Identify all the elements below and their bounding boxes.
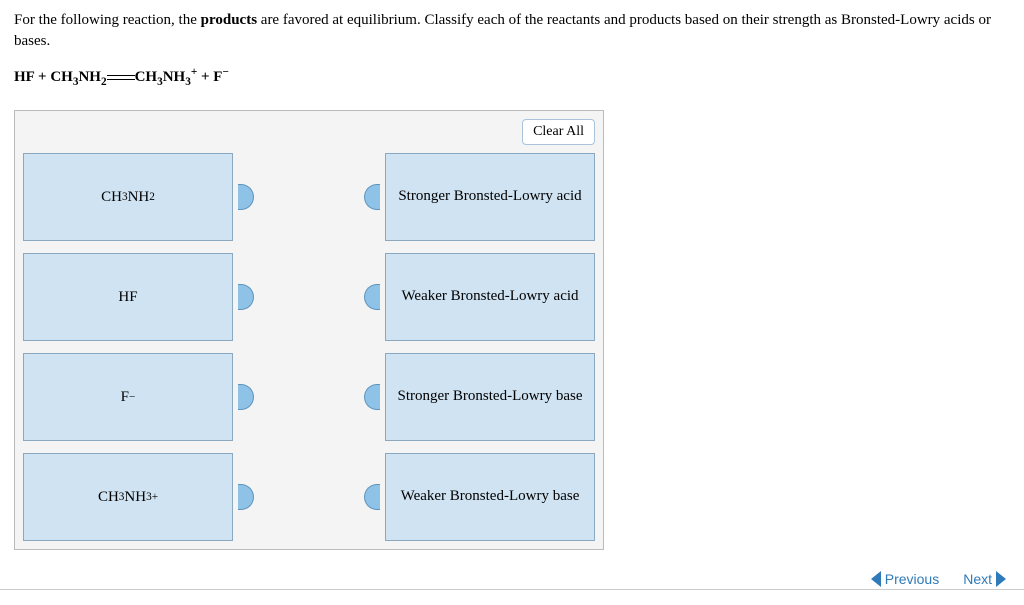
matching-panel: Clear All CH3NH2 Stronger Bronsted-Lowry … bbox=[14, 110, 604, 550]
connector bbox=[239, 453, 379, 541]
connector-nub-left[interactable] bbox=[238, 184, 254, 210]
tile-stronger-base[interactable]: Stronger Bronsted-Lowry base bbox=[385, 353, 595, 441]
question-content: For the following reaction, the products… bbox=[0, 0, 1024, 590]
tile-f-minus[interactable]: F− bbox=[23, 353, 233, 441]
connector-nub-left[interactable] bbox=[238, 384, 254, 410]
matching-row: F− Stronger Bronsted-Lowry base bbox=[23, 353, 595, 441]
matching-rows: CH3NH2 Stronger Bronsted-Lowry acid HF Weak… bbox=[23, 153, 595, 541]
reaction-equation: HF + CH3NH2CH3NH3+ + F− bbox=[14, 66, 1010, 88]
next-label: Next bbox=[963, 571, 992, 587]
matching-row: CH3NH2 Stronger Bronsted-Lowry acid bbox=[23, 153, 595, 241]
connector-nub-right[interactable] bbox=[364, 384, 380, 410]
tile-hf[interactable]: HF bbox=[23, 253, 233, 341]
tile-ch3nh3-plus[interactable]: CH3NH3+ bbox=[23, 453, 233, 541]
connector-nub-right[interactable] bbox=[364, 184, 380, 210]
chevron-left-icon bbox=[871, 571, 881, 587]
tile-weaker-base[interactable]: Weaker Bronsted-Lowry base bbox=[385, 453, 595, 541]
connector-nub-left[interactable] bbox=[238, 484, 254, 510]
previous-label: Previous bbox=[885, 571, 939, 587]
connector bbox=[239, 353, 379, 441]
tile-stronger-acid[interactable]: Stronger Bronsted-Lowry acid bbox=[385, 153, 595, 241]
matching-row: CH3NH3+ Weaker Bronsted-Lowry base bbox=[23, 453, 595, 541]
matching-row: HF Weaker Bronsted-Lowry acid bbox=[23, 253, 595, 341]
clear-all-button[interactable]: Clear All bbox=[522, 119, 595, 145]
connector bbox=[239, 253, 379, 341]
question-text: For the following reaction, the products… bbox=[14, 10, 1010, 52]
connector-nub-right[interactable] bbox=[364, 484, 380, 510]
connector-nub-left[interactable] bbox=[238, 284, 254, 310]
chevron-right-icon bbox=[996, 571, 1006, 587]
connector bbox=[239, 153, 379, 241]
panel-toolbar: Clear All bbox=[23, 119, 595, 145]
question-bold: products bbox=[201, 12, 257, 28]
tile-weaker-acid[interactable]: Weaker Bronsted-Lowry acid bbox=[385, 253, 595, 341]
question-prefix: For the following reaction, the bbox=[14, 12, 201, 28]
next-button[interactable]: Next bbox=[963, 571, 1006, 587]
nav-footer: Previous Next bbox=[871, 571, 1006, 587]
previous-button[interactable]: Previous bbox=[871, 571, 939, 587]
connector-nub-right[interactable] bbox=[364, 284, 380, 310]
tile-ch3nh2[interactable]: CH3NH2 bbox=[23, 153, 233, 241]
